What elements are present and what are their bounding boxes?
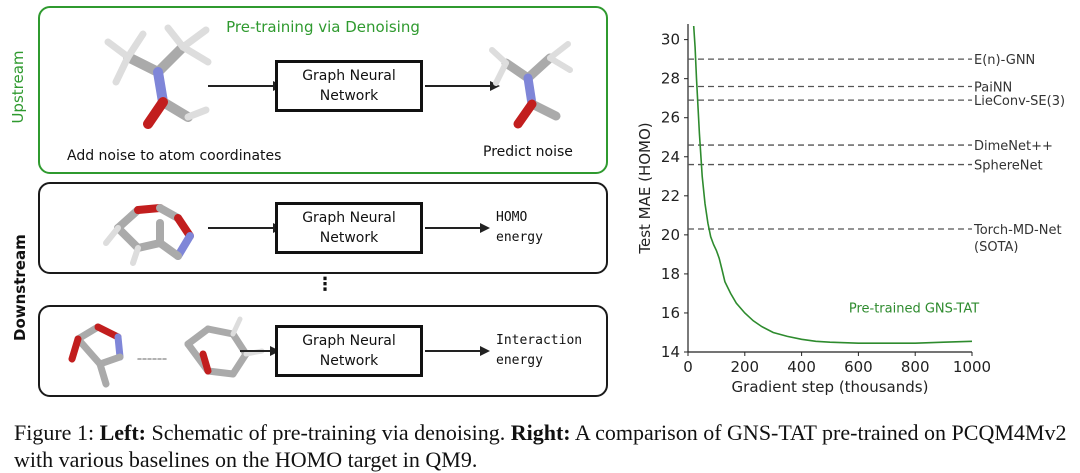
caption-left-bold: Left: (99, 420, 146, 445)
baseline-label: E(n)-GNN (974, 53, 1035, 68)
homo-gnn-box: Graph Neural Network (275, 202, 423, 254)
baseline-label: Torch-MD-Net (SOTA) (973, 223, 1062, 255)
gnn-line2: Network (319, 88, 379, 104)
gnn-line2: Network (319, 230, 379, 246)
x-axis-label: Gradient step (thousands) (732, 378, 929, 396)
y-tick-label: 30 (661, 31, 680, 49)
interaction-label-line1: Interaction (496, 333, 583, 348)
downstream-panel-interaction: Graph Neural Network Interaction energy (38, 305, 608, 397)
y-tick-label: 14 (661, 343, 680, 361)
y-axis-label: Test MAE (HOMO) (636, 122, 654, 254)
caption-right-text: A comparison of GNS-TAT pre-trained on P… (14, 420, 1067, 472)
baseline-label: PaiNN (974, 80, 1012, 95)
add-noise-label: Add noise to atom coordinates (67, 148, 282, 164)
noisy-molecule-image (104, 24, 212, 129)
upstream-title: Pre-training via Denoising (226, 18, 420, 36)
y-tick-label: 16 (661, 304, 680, 322)
gnn-line1: Graph Neural (302, 333, 396, 349)
downstream-panel-homo: Graph Neural Network HOMO energy (38, 182, 608, 274)
caption-prefix: Figure 1: (14, 420, 100, 445)
x-tick-label: 800 (901, 358, 930, 376)
homo-label-line2: energy (496, 230, 543, 245)
x-tick-label: 200 (730, 358, 759, 376)
baseline-label: DimeNet++ (974, 139, 1053, 154)
vertical-ellipsis: ⋮ (316, 274, 334, 295)
caption-left-text: Schematic of pre-training via denoising. (145, 420, 511, 445)
y-tick-label: 24 (661, 148, 680, 166)
interaction-arrow-out (425, 346, 490, 356)
y-tick-label: 22 (661, 187, 680, 205)
x-tick-label: 1000 (953, 358, 991, 376)
y-tick-label: 18 (661, 265, 680, 283)
upstream-side-label: Upstream (9, 50, 27, 124)
y-tick-label: 28 (661, 70, 680, 88)
upstream-panel: Pre-training via Denoising Add noise to … (38, 6, 608, 174)
interaction-label-line2: energy (496, 353, 543, 368)
interaction-energy-label: Interaction energy (496, 331, 582, 371)
upstream-arrow-out (425, 81, 500, 91)
y-tick-label: 26 (661, 109, 680, 127)
homo-arrow-out (425, 223, 490, 233)
series-label: Pre-trained GNS-TAT (849, 302, 979, 317)
homo-energy-label: HOMO energy (496, 208, 543, 248)
homo-arrow-in (208, 223, 283, 233)
figure-caption: Figure 1: Left: Schematic of pre-trainin… (14, 419, 1070, 473)
homo-molecule-image (103, 204, 194, 266)
x-tick-label: 0 (683, 358, 693, 376)
gnn-line1: Graph Neural (302, 68, 396, 84)
interaction-arrow-in (240, 346, 280, 356)
predicted-molecule-image (489, 41, 573, 129)
upstream-gnn-box: Graph Neural Network (275, 60, 423, 112)
downstream-side-label: Downstream (11, 234, 29, 341)
gnn-line2: Network (319, 353, 379, 369)
homo-label-line1: HOMO (496, 210, 528, 225)
interaction-molecules-image (68, 316, 265, 388)
series-line (692, 25, 973, 345)
x-tick-label: 400 (787, 358, 816, 376)
upstream-arrow-in (208, 81, 283, 91)
mae-chart: 14 16 18 20 22 24 26 28 30 0 200 400 600 800 1000 Gradi… (636, 24, 1065, 396)
baseline-label: LieConv-SE(3) (974, 94, 1065, 109)
interaction-gnn-box: Graph Neural Network (275, 325, 423, 377)
x-tick-label: 600 (844, 358, 873, 376)
gnn-line1: Graph Neural (302, 210, 396, 226)
predict-noise-label: Predict noise (483, 144, 573, 160)
caption-right-bold: Right: (510, 420, 571, 445)
y-tick-label: 20 (661, 226, 680, 244)
baseline-label: SphereNet (974, 159, 1043, 174)
